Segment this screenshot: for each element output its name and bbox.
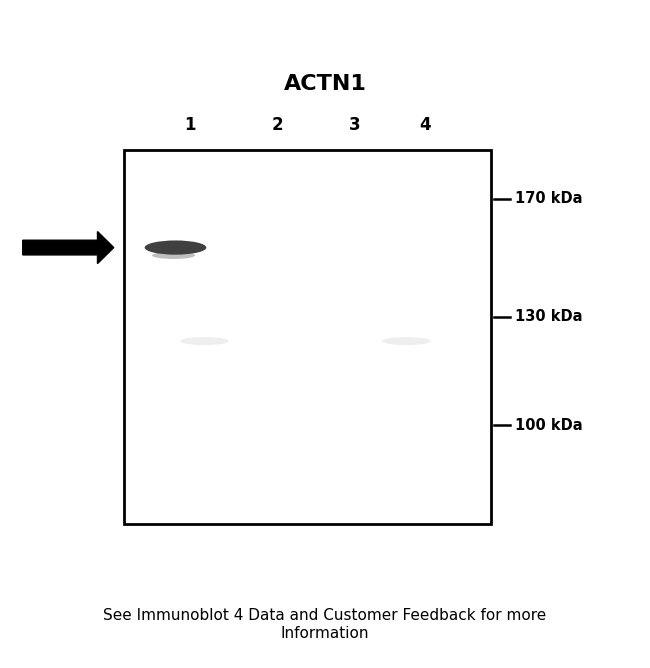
Text: 2: 2: [272, 116, 283, 134]
Ellipse shape: [152, 252, 195, 259]
Ellipse shape: [180, 337, 229, 345]
Text: 170 kDa: 170 kDa: [515, 192, 582, 206]
FancyArrow shape: [23, 232, 114, 264]
Text: 4: 4: [419, 116, 430, 134]
Bar: [124, 150, 491, 524]
Ellipse shape: [144, 240, 207, 255]
Ellipse shape: [382, 337, 431, 345]
Text: See Immunoblot 4 Data and Customer Feedback for more
Information: See Immunoblot 4 Data and Customer Feedb…: [103, 609, 547, 641]
Text: 3: 3: [349, 116, 361, 134]
Text: 100 kDa: 100 kDa: [515, 418, 582, 433]
Text: ACTN1: ACTN1: [283, 73, 367, 94]
Text: 1: 1: [184, 116, 196, 134]
Text: 130 kDa: 130 kDa: [515, 309, 582, 324]
